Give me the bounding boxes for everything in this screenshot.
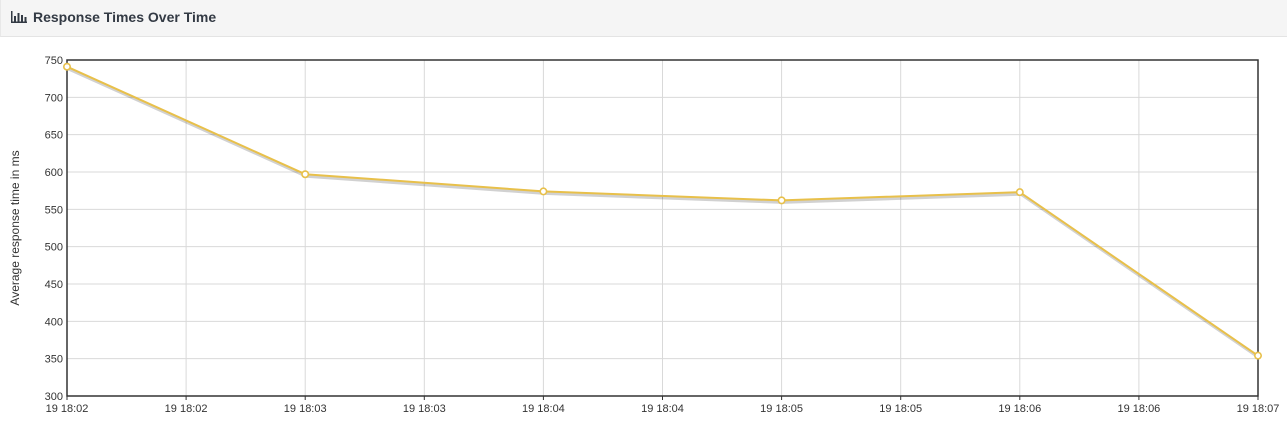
panel-title-wrap: Response Times Over Time bbox=[11, 9, 216, 25]
x-tick-label: 19 18:03 bbox=[403, 403, 446, 415]
x-tick-label: 19 18:06 bbox=[1117, 403, 1160, 415]
y-tick-label: 600 bbox=[45, 167, 63, 179]
y-tick-label: 500 bbox=[45, 242, 63, 254]
series-line bbox=[66, 65, 1259, 357]
y-tick-label: 750 bbox=[45, 55, 63, 67]
bar-chart-icon bbox=[11, 11, 27, 23]
x-tick-label: 19 18:02 bbox=[165, 403, 208, 415]
series-shadow bbox=[67, 67, 1260, 359]
axis-layer: 300 350 400 450 500 550 600 650 700 750 19 18:02 19… bbox=[45, 55, 1280, 415]
x-tick-label: 19 18:04 bbox=[522, 403, 565, 415]
y-tick-label: 650 bbox=[45, 130, 63, 142]
data-point bbox=[1254, 351, 1263, 360]
plot-border bbox=[66, 59, 1259, 397]
y-tick-label: 350 bbox=[45, 354, 63, 366]
x-tick-label: 19 18:02 bbox=[46, 403, 89, 415]
data-point bbox=[62, 62, 71, 71]
grid-layer bbox=[66, 59, 1259, 397]
data-point bbox=[539, 187, 548, 196]
y-tick-label: 300 bbox=[45, 391, 63, 403]
response-times-chart: 300 350 400 450 500 550 600 650 700 750 19 18:02 19… bbox=[8, 55, 1280, 415]
data-point bbox=[1015, 188, 1024, 197]
y-tick-label: 700 bbox=[45, 92, 63, 104]
x-tick-label: 19 18:04 bbox=[641, 403, 684, 415]
y-tick-label: 400 bbox=[45, 316, 63, 328]
series-layer bbox=[62, 62, 1263, 360]
panel-header: Response Times Over Time bbox=[0, 0, 1287, 37]
x-tick-label: 19 18:05 bbox=[760, 403, 803, 415]
x-tick-label: 19 18:05 bbox=[879, 403, 922, 415]
y-tick-label: 550 bbox=[45, 204, 63, 216]
x-tick-label: 19 18:03 bbox=[284, 403, 327, 415]
y-axis-label: Average response time in ms bbox=[8, 150, 22, 305]
x-tick-label: 19 18:07 bbox=[1237, 403, 1280, 415]
data-point bbox=[777, 196, 786, 205]
x-tick-label: 19 18:06 bbox=[998, 403, 1041, 415]
data-point bbox=[301, 170, 310, 179]
y-tick-label: 450 bbox=[45, 279, 63, 291]
panel-title: Response Times Over Time bbox=[33, 9, 217, 25]
